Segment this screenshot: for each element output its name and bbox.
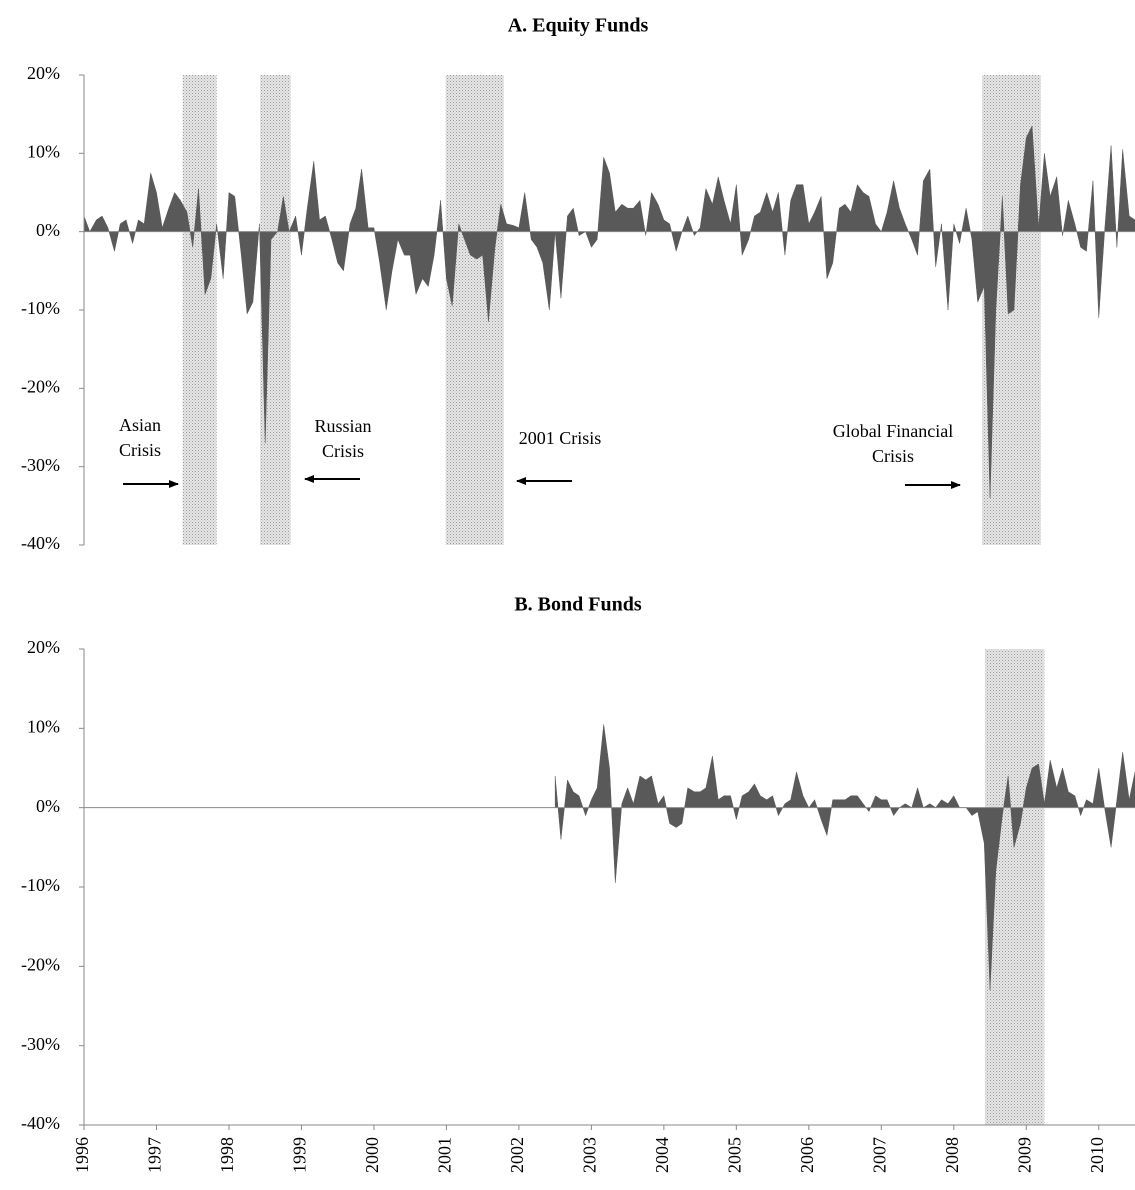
annotation: 2001 Crisis (519, 428, 602, 448)
annotation: Russian (314, 416, 371, 436)
x-tick-label: 2006 (797, 1137, 817, 1173)
chart-title: B. Bond Funds (514, 594, 642, 616)
y-tick-label: -40% (21, 1113, 60, 1133)
y-tick-label: -10% (21, 298, 60, 318)
crisis-shade (182, 75, 217, 545)
x-tick-label: 2010 (1087, 1137, 1107, 1173)
x-tick-label: 1999 (290, 1137, 310, 1173)
y-tick-label: 0% (36, 220, 60, 240)
y-tick-label: -10% (21, 875, 60, 895)
y-tick-label: -20% (21, 376, 60, 396)
annotation: Asian (119, 415, 161, 435)
x-tick-label: 1996 (72, 1137, 92, 1173)
y-tick-label: 20% (27, 63, 60, 83)
y-tick-label: 10% (27, 716, 60, 736)
annotation: Crisis (322, 441, 364, 461)
x-tick-label: 1998 (217, 1137, 237, 1173)
annotation: Crisis (872, 446, 914, 466)
x-tick-label: 1997 (145, 1137, 165, 1173)
x-tick-label: 2001 (435, 1137, 455, 1173)
x-tick-label: 2002 (507, 1137, 527, 1173)
annotation: Global Financial (833, 421, 953, 441)
x-tick-label: 2008 (942, 1137, 962, 1173)
x-tick-label: 2005 (724, 1137, 744, 1173)
y-tick-label: -20% (21, 954, 60, 974)
chart-title: A. Equity Funds (508, 15, 649, 37)
y-tick-label: 20% (27, 637, 60, 657)
y-tick-label: 10% (27, 141, 60, 161)
y-tick-label: -30% (21, 1034, 60, 1054)
x-tick-label: 2003 (580, 1137, 600, 1173)
x-tick-label: 2004 (652, 1137, 672, 1173)
area (83, 124, 1135, 499)
area (554, 724, 1135, 991)
annotation: Crisis (119, 440, 161, 460)
y-tick-label: 0% (36, 796, 60, 816)
x-tick-label: 2000 (362, 1137, 382, 1173)
y-tick-label: -30% (21, 455, 60, 475)
crisis-shade (445, 75, 504, 545)
x-tick-label: 2009 (1014, 1137, 1034, 1173)
y-tick-label: -40% (21, 533, 60, 553)
x-tick-label: 2007 (869, 1137, 889, 1173)
